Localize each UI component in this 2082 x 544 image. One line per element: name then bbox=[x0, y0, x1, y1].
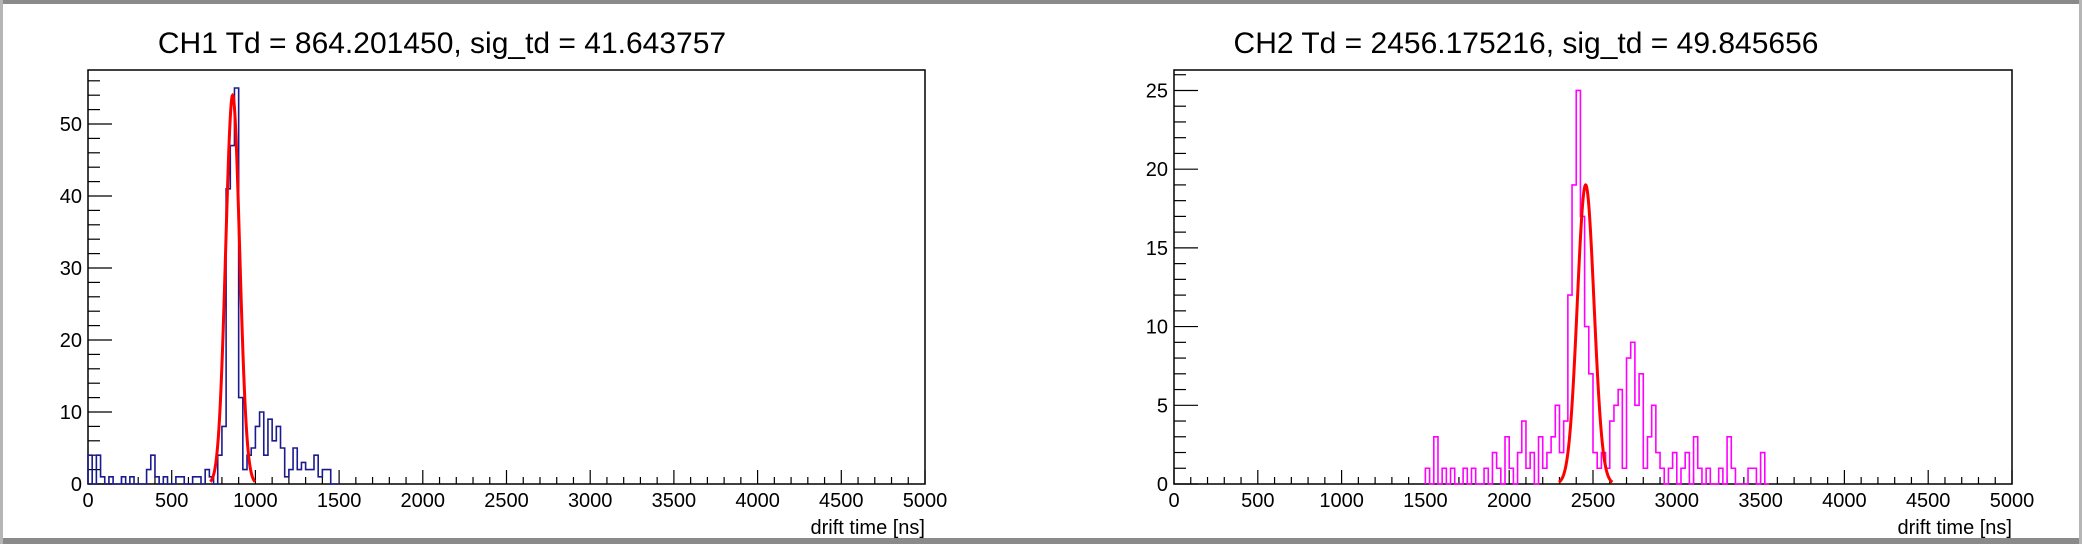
ch2-y-tick-label: 0 bbox=[1157, 474, 1168, 496]
ch2-x-tick-label: 2500 bbox=[1571, 490, 1616, 512]
ch1-x-tick-label: 1500 bbox=[317, 490, 362, 512]
frame-border-right bbox=[2079, 0, 2082, 544]
ch1-histogram bbox=[87, 87, 340, 485]
ch1-y-tick-label: 10 bbox=[60, 402, 82, 424]
ch2-title: CH2 Td = 2456.175216, sig_td = 49.845656 bbox=[1234, 27, 1819, 60]
frame-border-top bbox=[0, 0, 2082, 4]
ch2-y-tick-label: 5 bbox=[1157, 395, 1168, 417]
ch2-plot-area: 0 500 1000 1500 2000 2500 3000 3500 4000 4500 5000… bbox=[1146, 69, 2035, 512]
ch2-x-axis-label: drift time [ns] bbox=[1898, 517, 2012, 539]
ch2-x-tick-label: 500 bbox=[1241, 490, 1274, 512]
ch1-y-tick-label: 50 bbox=[60, 114, 82, 136]
ch1-y-tick-label: 20 bbox=[60, 330, 82, 352]
ch1-x-axis-label: drift time [ns] bbox=[811, 517, 925, 539]
ch2-x-tick-label: 2000 bbox=[1487, 490, 1532, 512]
ch1-x-tick-label: 500 bbox=[155, 490, 188, 512]
ch2-x-tick-label: 5000 bbox=[1990, 490, 2035, 512]
ch2-x-tick-label: 4500 bbox=[1906, 490, 1951, 512]
frame-border-left bbox=[0, 0, 3, 544]
ch1-plot-area: 0 500 1000 1500 2000 2500 3000 3500 4000 4500 5000… bbox=[60, 69, 948, 512]
ch1-x-tick-label: 2500 bbox=[484, 490, 529, 512]
ch1-x-tick-label: 1000 bbox=[233, 490, 278, 512]
ch1-x-tick-label: 3000 bbox=[568, 490, 613, 512]
ch2-gaussian-fit bbox=[1558, 183, 1614, 484]
ch1-x-tick-label: 0 bbox=[82, 490, 93, 512]
ch1-x-tick-label: 3500 bbox=[652, 490, 697, 512]
ch2-x-tick-label: 0 bbox=[1168, 490, 1179, 512]
ch2-x-tick-label: 3000 bbox=[1655, 490, 1700, 512]
ch1-y-tick-label: 0 bbox=[71, 474, 82, 496]
ch2-x-tick-label: 1500 bbox=[1403, 490, 1448, 512]
ch1-x-tick-label: 4500 bbox=[819, 490, 864, 512]
ch2-histogram bbox=[1424, 89, 1769, 485]
ch1-y-tick-label: 30 bbox=[60, 258, 82, 280]
ch1-title: CH1 Td = 864.201450, sig_td = 41.643757 bbox=[158, 27, 726, 60]
ch1-x-tick-label: 4000 bbox=[735, 490, 780, 512]
ch2-x-tick-label: 4000 bbox=[1822, 490, 1867, 512]
ch1-x-tick-label: 5000 bbox=[903, 490, 948, 512]
ch2-y-tick-label: 10 bbox=[1146, 317, 1168, 339]
frame-border-bottom bbox=[0, 538, 2082, 544]
ch1-x-tick-label: 2000 bbox=[401, 490, 446, 512]
ch1-y-tick-label: 40 bbox=[60, 186, 82, 208]
ch1-gaussian-fit bbox=[209, 92, 257, 483]
ch2-x-tick-label: 1000 bbox=[1319, 490, 1364, 512]
ch2-x-tick-label: 3500 bbox=[1738, 490, 1783, 512]
ch1-frame bbox=[87, 69, 926, 485]
ch2-y-tick-label: 20 bbox=[1146, 159, 1168, 181]
ch2-y-tick-label: 15 bbox=[1146, 238, 1168, 260]
ch2-y-tick-label: 25 bbox=[1146, 80, 1168, 102]
ch2-panel: CH2 Td = 2456.175216, sig_td = 49.845656… bbox=[1146, 27, 2035, 539]
ch1-panel: CH1 Td = 864.201450, sig_td = 41.643757 … bbox=[60, 27, 948, 539]
